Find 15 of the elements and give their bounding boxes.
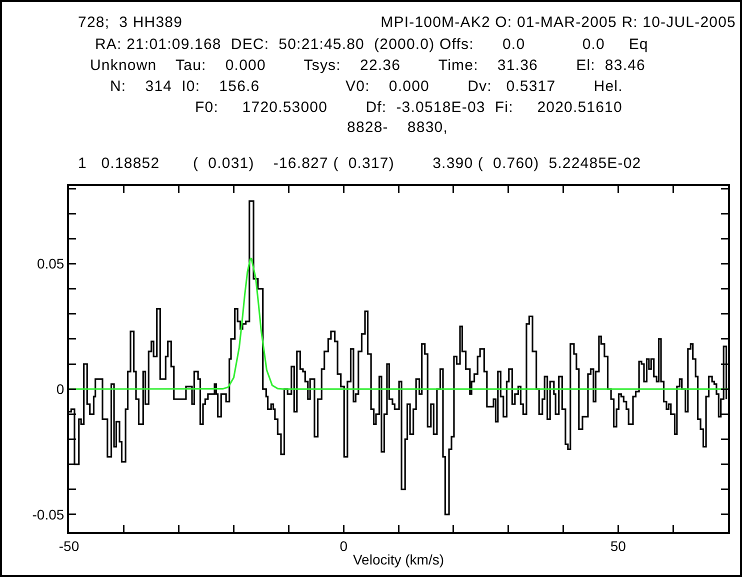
x-tick-label: -50 — [58, 538, 80, 554]
text: N: 314 I0: 156.6 V0: 0.000 Dv: 0.5317 Hel. — [110, 78, 623, 95]
x-tick-label: 0 — [340, 538, 348, 554]
text: 8828- 8830, — [347, 119, 448, 136]
text: 728; 3 HH389 — [78, 14, 183, 31]
text: F0: 1720.53000 Df: -3.0518E-03 Fi: 2020.51610 — [195, 99, 622, 116]
y-tick-label: 0 — [56, 380, 64, 397]
text: 1 0.18852 ( 0.031) -16.827 ( 0.317) 3.390 ( 0.760) 5.22485E-02 — [78, 155, 642, 172]
x-axis-title: Velocity (km/s) — [352, 552, 444, 568]
x-tick-label: 50 — [610, 538, 626, 554]
text: MPI-100M-AK2 O: 01-MAR-2005 R: 10-JUL-2005 — [380, 14, 736, 31]
y-tick-label: 0.05 — [36, 256, 64, 272]
y-tick-label: -0.05 — [32, 506, 64, 522]
text: Unknown Tau: 0.000 Tsys: 22.36 Time: 31.36 El: 83.46 — [90, 57, 646, 74]
text: RA: 21:01:09.168 DEC: 50:21:45.80 (2000.0) Offs: 0.0 0.0 Eq — [95, 36, 648, 53]
